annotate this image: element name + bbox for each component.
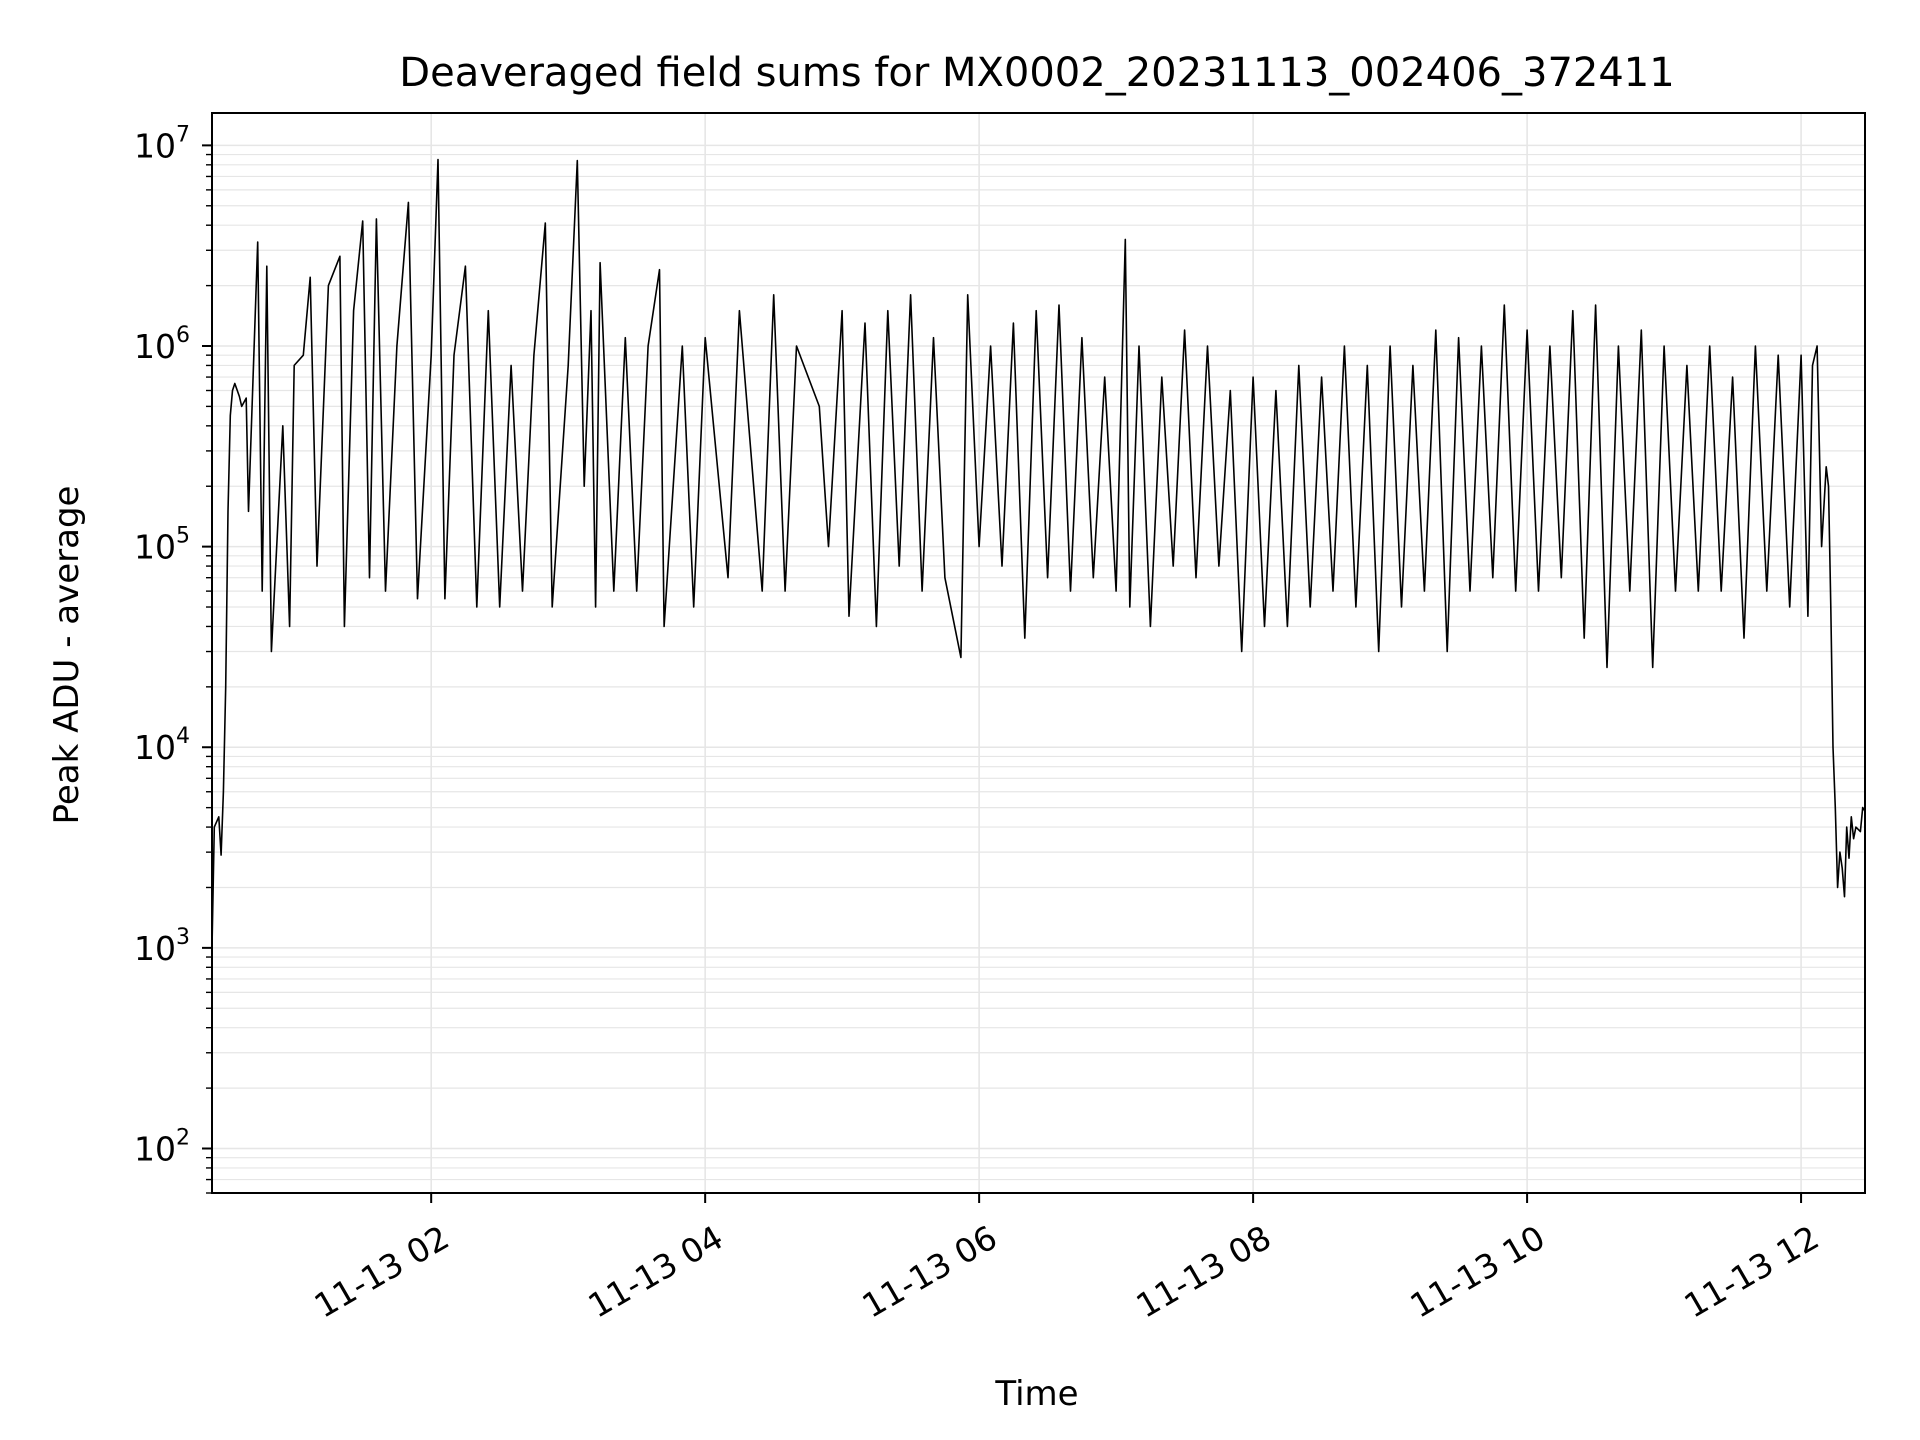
series-line-group xyxy=(211,158,1866,948)
y-tick-base: 10 xyxy=(134,929,176,968)
y-axis-label: Peak ADU - average xyxy=(47,486,87,825)
chart-title: Deaveraged field sums for MX0002_2023111… xyxy=(399,50,1674,96)
plot-frame xyxy=(211,112,1866,1194)
y-tick-base: 10 xyxy=(134,728,176,767)
y-tick-base: 10 xyxy=(134,1129,176,1168)
y-tick-label: 103 xyxy=(134,925,190,968)
y-tick-exponent: 4 xyxy=(176,724,190,749)
y-tick-exponent: 6 xyxy=(176,323,190,348)
y-tick-exponent: 2 xyxy=(176,1125,190,1150)
grid xyxy=(212,113,1865,1194)
y-tick-label: 104 xyxy=(134,724,190,767)
series-line xyxy=(211,158,1866,948)
y-tick-exponent: 3 xyxy=(176,925,190,950)
y-tick-base: 10 xyxy=(134,528,176,567)
y-tick-label: 102 xyxy=(134,1125,190,1168)
y-tick-label: 106 xyxy=(134,323,190,366)
y-tick-base: 10 xyxy=(134,327,176,366)
y-tick-exponent: 5 xyxy=(176,524,190,549)
y-tick-label: 105 xyxy=(134,524,190,567)
x-axis-label: Time xyxy=(994,1374,1078,1414)
y-tick-base: 10 xyxy=(134,126,176,165)
y-tick-label: 107 xyxy=(134,122,190,165)
y-tick-exponent: 7 xyxy=(176,122,190,147)
